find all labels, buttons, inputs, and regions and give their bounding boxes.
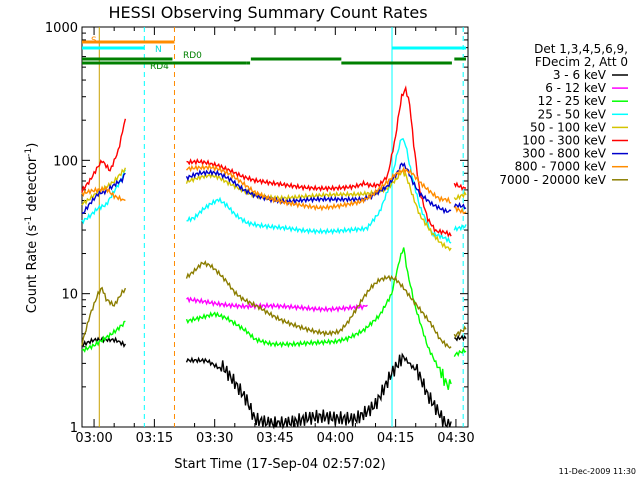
y-tick-label: 1 — [70, 421, 78, 436]
x-axis-ticks: 03:00 03:15 03:30 03:45 04:00 04:15 04:30 — [75, 27, 475, 446]
series-line — [453, 347, 467, 358]
status-bar-label: N — [155, 45, 162, 55]
series-line — [185, 161, 452, 215]
x-tick-label: 03:00 — [75, 431, 112, 446]
y-axis-label-exponent: -1 — [24, 216, 34, 225]
x-tick-label: 04:30 — [437, 431, 474, 446]
series-line — [453, 325, 467, 339]
series-line — [81, 286, 127, 346]
series-line — [453, 201, 467, 210]
legend-label: 3 - 6 keV — [553, 68, 607, 82]
series-line — [453, 181, 466, 192]
y-tick-label: 10 — [61, 288, 78, 303]
y-axis-label-part: Count Rate (s — [25, 225, 40, 314]
legend-label: 100 - 300 keV — [522, 134, 606, 148]
series-line — [81, 169, 127, 225]
series-line — [81, 320, 126, 353]
series-line — [186, 137, 452, 244]
series-lines — [81, 85, 467, 430]
series-line — [185, 352, 452, 430]
series-line — [453, 205, 467, 215]
series-line — [454, 334, 467, 342]
x-tick-label: 03:30 — [196, 431, 233, 446]
series-line — [185, 169, 452, 252]
legend-label: 50 - 100 keV — [530, 120, 607, 134]
y-axis-label-exponent: -1 — [24, 148, 34, 157]
legend-label: 6 - 12 keV — [545, 81, 607, 95]
legend-label: 12 - 25 keV — [538, 94, 607, 108]
x-tick-label: 04:00 — [317, 431, 354, 446]
series-line — [453, 190, 467, 201]
legend-header: Det 1,3,4,5,6,9, — [534, 42, 628, 56]
vertical-markers — [98, 27, 464, 427]
legend-header: FDecim 2, Att 0 — [535, 55, 628, 69]
status-bar-label: RD0 — [183, 51, 202, 61]
status-bar-label: S — [91, 36, 97, 46]
series-line — [81, 118, 127, 193]
series-line — [185, 247, 452, 390]
y-axis-label-part: detector — [25, 156, 40, 216]
status-bars: S N RD0 RD4 — [82, 36, 466, 72]
series-line — [186, 296, 368, 313]
legend-label: 25 - 50 keV — [538, 107, 607, 121]
series-line — [81, 185, 126, 202]
y-axis-label: Count Rate (s-1 detector-1) — [24, 143, 40, 314]
footer-date: 11-Dec-2009 11:30 — [559, 467, 636, 476]
legend-label: 300 - 800 keV — [522, 147, 606, 161]
x-tick-label: 04:15 — [377, 431, 414, 446]
x-axis-label: Start Time (17-Sep-04 02:57:02) — [174, 457, 385, 472]
x-tick-label: 03:45 — [256, 431, 293, 446]
legend: Det 1,3,4,5,6,9, FDecim 2, Att 0 3 - 6 k… — [499, 42, 628, 187]
y-axis-ticks: 1 10 100 1000 — [45, 21, 468, 436]
status-bar-label: RD4 — [150, 62, 169, 72]
chart-title: HESSI Observing Summary Count Rates — [108, 3, 427, 22]
series-line — [81, 335, 127, 349]
series-line — [185, 163, 452, 212]
y-tick-label: 1000 — [45, 21, 78, 36]
series-line — [186, 85, 452, 238]
legend-label: 7000 - 20000 keV — [499, 173, 606, 187]
legend-label: 800 - 7000 keV — [515, 160, 607, 174]
x-tick-label: 03:15 — [136, 431, 173, 446]
series-line — [185, 259, 452, 349]
series-line — [453, 223, 467, 232]
y-axis-label-part: ) — [25, 143, 40, 148]
y-tick-label: 100 — [53, 154, 78, 169]
